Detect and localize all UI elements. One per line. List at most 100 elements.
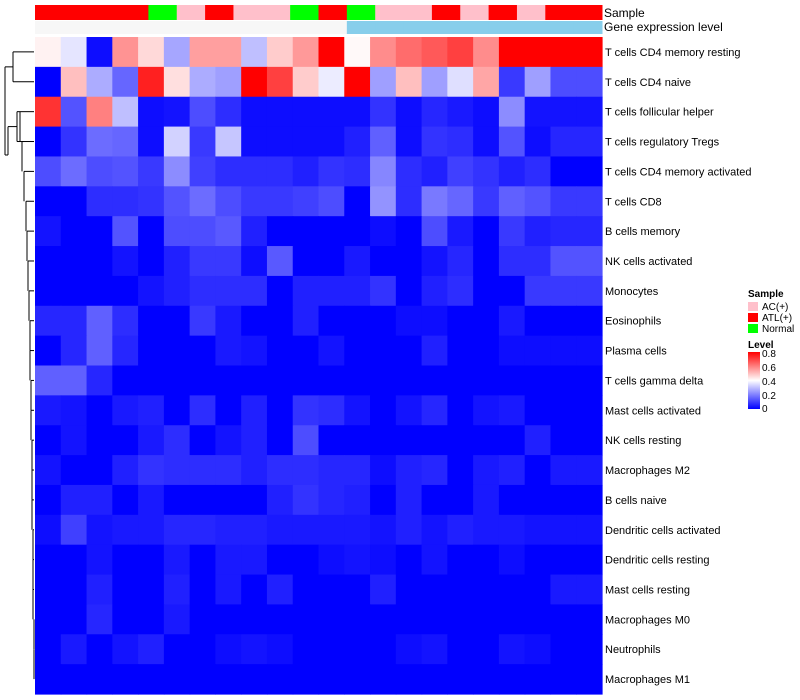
heatmap-cell [241, 604, 268, 635]
heatmap-cell [395, 604, 423, 635]
heatmap-cell [524, 634, 552, 665]
heatmap-cell [576, 335, 603, 367]
gene-annotation-cell [516, 21, 546, 34]
heatmap-cell [292, 544, 320, 576]
heatmap-cell [524, 395, 552, 426]
heatmap-cell [421, 126, 448, 158]
heatmap-cell [86, 37, 113, 68]
heatmap-cell [318, 574, 345, 606]
heatmap-cell [189, 455, 217, 486]
heatmap-cell [60, 395, 88, 426]
heatmap-cell [550, 664, 577, 695]
heatmap-cell [215, 96, 242, 128]
heatmap-cell [550, 305, 577, 337]
heatmap-cell [498, 455, 526, 486]
heatmap-cell [189, 96, 217, 128]
heatmap-cell [189, 484, 217, 516]
heatmap-cell [241, 126, 268, 158]
gene-annotation-cell [290, 21, 319, 34]
heatmap-cell [163, 156, 191, 187]
heatmap-cell [60, 514, 88, 546]
heatmap-cell [266, 544, 294, 576]
heatmap-cell [86, 514, 113, 546]
heatmap-cell [576, 574, 603, 606]
heatmap-cell [112, 126, 139, 158]
heatmap-cell [421, 455, 448, 486]
heatmap-cell [370, 574, 397, 606]
heatmap-cell [241, 216, 268, 247]
heatmap-cell [421, 246, 448, 277]
heatmap-cell [498, 126, 526, 158]
heatmap-cell [576, 484, 603, 516]
heatmap-cell [447, 455, 474, 486]
heatmap-cell [576, 126, 603, 158]
heatmap-cell [550, 544, 577, 576]
heatmap-cell [498, 664, 526, 695]
heatmap-cell [550, 604, 577, 635]
heatmap-cell [163, 664, 191, 695]
heatmap-cell [318, 305, 345, 337]
heatmap-cell [215, 246, 242, 277]
heatmap-cell [138, 305, 165, 337]
heatmap-cell [395, 156, 423, 187]
heatmap-cell [447, 484, 474, 516]
heatmap-cell [421, 634, 448, 665]
level-tick-1: 0.6 [762, 363, 776, 374]
heatmap-cell [163, 335, 191, 367]
sample-annotation-bar [35, 5, 603, 20]
heatmap-cell [318, 126, 345, 158]
heatmap-cell [189, 544, 217, 576]
heatmap-cell [370, 66, 397, 98]
heatmap-cell [215, 126, 242, 158]
heatmap-cell [215, 275, 242, 307]
heatmap-cell [35, 126, 62, 158]
heatmap-cell [163, 514, 191, 546]
heatmap-cell [241, 574, 268, 606]
sample-annotation-cell [375, 5, 405, 20]
heatmap-cell [447, 216, 474, 247]
heatmap-cell [498, 156, 526, 187]
heatmap-cell [138, 455, 165, 486]
heatmap-cell [215, 186, 242, 217]
row-label: T cells follicular helper [605, 107, 714, 119]
level-colorbar [748, 352, 760, 409]
heatmap-cell [266, 395, 294, 426]
heatmap-cell [498, 96, 526, 128]
sample-annotation-cell [346, 5, 376, 20]
gene-expression-annotation-bar [35, 21, 603, 34]
heatmap-cell [576, 96, 603, 128]
heatmap-cell [35, 186, 62, 217]
gene-annotation-cell [148, 21, 178, 34]
heatmap-cell [524, 275, 552, 307]
heatmap-cell [370, 156, 397, 187]
heatmap-cell [395, 305, 423, 337]
heatmap-cell [35, 634, 62, 665]
heatmap-cell [447, 425, 474, 456]
heatmap-cell [524, 126, 552, 158]
heatmap-cell [576, 425, 603, 456]
heatmap-cell [318, 365, 345, 396]
heatmap-cell [266, 246, 294, 277]
gene-annotation-cell [205, 21, 234, 34]
heatmap-cell [60, 425, 88, 456]
heatmap-cell [344, 455, 371, 486]
heatmap-cell [266, 305, 294, 337]
heatmap-cell [576, 37, 603, 68]
heatmap-cell [86, 156, 113, 187]
heatmap-cell [60, 664, 88, 695]
heatmap-cell [550, 425, 577, 456]
heatmap-cell [189, 664, 217, 695]
heatmap-cell [215, 156, 242, 187]
sample-annotation-cell [431, 5, 461, 20]
heatmap-cell [524, 186, 552, 217]
row-label: NK cells activated [605, 256, 692, 268]
heatmap-cell [498, 66, 526, 98]
heatmap-cell [60, 604, 88, 635]
heatmap-cell [370, 216, 397, 247]
heatmap-cell [215, 664, 242, 695]
heatmap-cell [241, 664, 268, 695]
heatmap-cell [473, 484, 500, 516]
heatmap-cell [292, 395, 320, 426]
heatmap-cell [498, 514, 526, 546]
heatmap-cell [473, 574, 500, 606]
